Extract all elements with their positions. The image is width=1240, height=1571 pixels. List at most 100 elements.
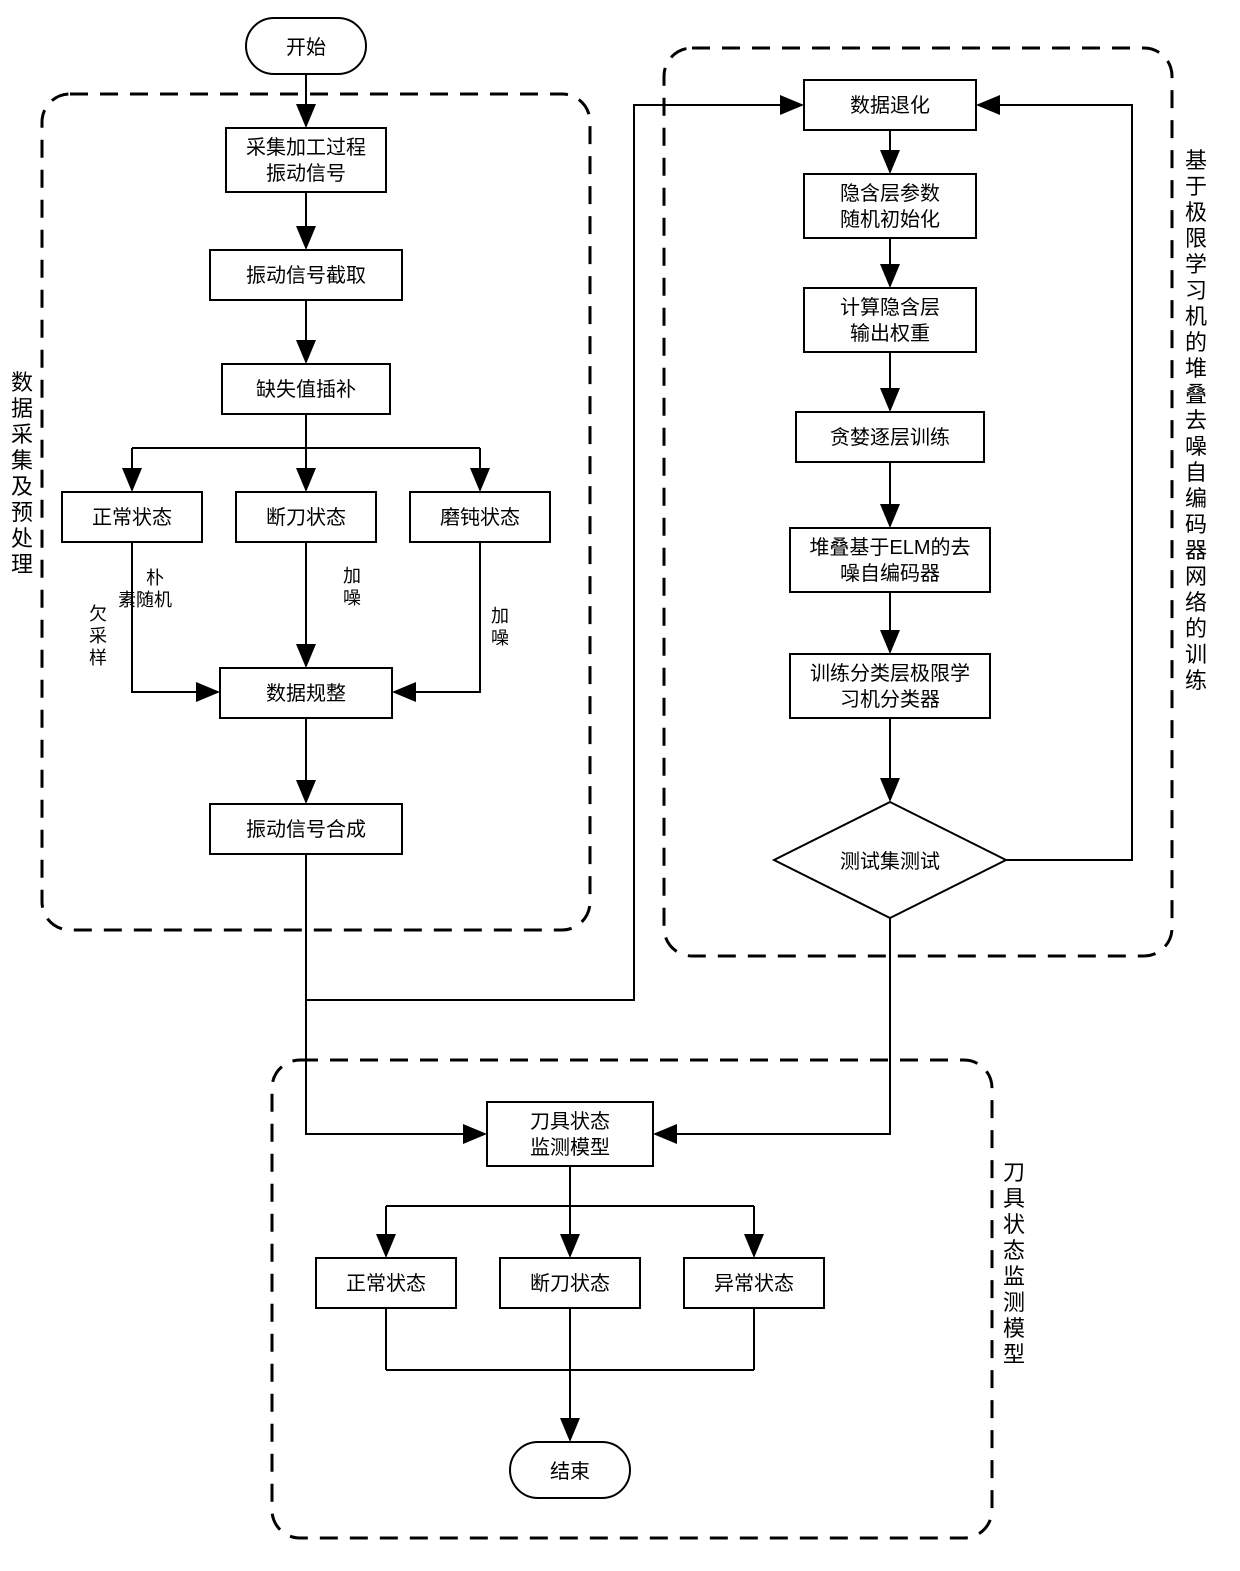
svg-text:基: 基 [1185, 148, 1207, 173]
svg-text:数: 数 [11, 370, 33, 395]
node-test: 测试集测试 [774, 802, 1006, 918]
node-hidden-init: 隐含层参数 随机初始化 [804, 174, 976, 238]
svg-text:监: 监 [1003, 1264, 1025, 1289]
node-clip: 振动信号截取 [210, 250, 402, 300]
synth-label: 振动信号合成 [246, 818, 366, 841]
test-label: 测试集测试 [840, 850, 940, 873]
svg-text:噪: 噪 [491, 628, 509, 648]
svg-text:加: 加 [343, 566, 361, 586]
svg-text:集: 集 [11, 448, 33, 473]
out-normal-label: 正常状态 [346, 1272, 426, 1295]
svg-text:自: 自 [1185, 460, 1207, 485]
svg-text:编: 编 [1185, 486, 1207, 511]
edge-wear-reg [394, 542, 480, 692]
svg-text:刀: 刀 [1003, 1160, 1025, 1185]
regularize-label: 数据规整 [266, 682, 346, 705]
collect-l2: 振动信号 [266, 162, 346, 185]
node-collect: 采集加工过程 振动信号 [226, 128, 386, 192]
svg-text:预: 预 [11, 500, 33, 525]
degrade-label: 数据退化 [850, 94, 930, 117]
svg-text:机: 机 [1185, 304, 1207, 329]
svg-text:叠: 叠 [1185, 382, 1207, 407]
svg-text:练: 练 [1185, 668, 1207, 693]
impute-label: 缺失值插补 [256, 378, 356, 401]
state-break-label: 断刀状态 [266, 506, 346, 529]
state-wear-label: 磨钝状态 [440, 506, 520, 529]
group-right-label: 基 于 极 限 学 习 机 的 堆 叠 去 噪 自 编 码 器 网 络 的 训 … [1185, 148, 1207, 693]
group-left-label: 数 据 采 集 及 预 处 理 [11, 370, 33, 577]
state-normal-label: 正常状态 [92, 506, 172, 529]
svg-text:器: 器 [1185, 538, 1207, 563]
svg-text:及: 及 [11, 474, 33, 499]
svg-text:堆: 堆 [1185, 356, 1207, 381]
start-terminal: 开始 [246, 18, 366, 74]
svg-text:络: 络 [1185, 590, 1207, 615]
train-l1: 训练分类层极限学 [810, 662, 970, 685]
svg-text:噪: 噪 [343, 588, 361, 608]
calc-l2: 输出权重 [850, 322, 930, 345]
svg-text:加: 加 [491, 606, 509, 626]
node-out-normal: 正常状态 [316, 1258, 456, 1308]
svg-text:学: 学 [1185, 252, 1207, 277]
node-greedy: 贪婪逐层训练 [796, 412, 984, 462]
node-out-break: 断刀状态 [500, 1258, 640, 1308]
end-terminal: 结束 [510, 1442, 630, 1498]
edge-synth-to-model [306, 1000, 485, 1134]
greedy-label: 贪婪逐层训练 [830, 426, 950, 449]
svg-text:码: 码 [1185, 512, 1207, 537]
svg-text:具: 具 [1003, 1186, 1025, 1211]
end-label: 结束 [550, 1460, 590, 1483]
node-degrade: 数据退化 [804, 80, 976, 130]
svg-text:于: 于 [1185, 174, 1207, 199]
node-state-normal: 正常状态 [62, 492, 202, 542]
node-out-abnormal: 异常状态 [684, 1258, 824, 1308]
svg-text:采: 采 [89, 626, 107, 646]
edge-normal-reg [132, 542, 218, 692]
svg-text:处: 处 [11, 526, 33, 551]
svg-text:型: 型 [1003, 1342, 1025, 1367]
node-stack: 堆叠基于ELM的去 噪自编码器 [790, 528, 990, 592]
train-l2: 习机分类器 [840, 688, 940, 711]
stack-l2: 噪自编码器 [840, 562, 940, 585]
node-state-break: 断刀状态 [236, 492, 376, 542]
svg-text:的: 的 [1185, 616, 1207, 641]
svg-text:采: 采 [11, 422, 33, 447]
out-abnormal-label: 异常状态 [714, 1272, 794, 1295]
edge-test-feedback [978, 105, 1132, 860]
label-noise-a: 加 噪 [343, 566, 361, 608]
svg-text:状: 状 [1003, 1212, 1025, 1237]
svg-text:极: 极 [1185, 200, 1207, 225]
model-l2: 监测模型 [530, 1136, 610, 1159]
node-train-cls: 训练分类层极限学 习机分类器 [790, 654, 990, 718]
svg-text:欠: 欠 [89, 604, 107, 624]
label-undersample: 朴 素随机 欠 采 样 [89, 568, 172, 668]
node-calc-weights: 计算隐含层 输出权重 [804, 288, 976, 352]
start-label: 开始 [286, 36, 326, 59]
node-state-wear: 磨钝状态 [410, 492, 550, 542]
svg-text:据: 据 [11, 396, 33, 421]
stack-l1: 堆叠基于ELM的去 [809, 536, 970, 559]
edge-synth-to-degrade [306, 105, 802, 1000]
svg-text:去: 去 [1185, 408, 1207, 433]
calc-l1: 计算隐含层 [840, 296, 940, 319]
svg-text:限: 限 [1185, 226, 1207, 251]
hidden-l1: 隐含层参数 [840, 182, 940, 205]
flowchart-svg: 开始 数 据 采 集 及 预 处 理 采集加工过程 振动信号 振动信号截取 缺失… [0, 0, 1240, 1571]
edge-test-to-model [655, 956, 890, 1134]
hidden-l2: 随机初始化 [840, 208, 940, 231]
clip-label: 振动信号截取 [246, 264, 366, 287]
svg-text:习: 习 [1185, 278, 1207, 303]
collect-l1: 采集加工过程 [246, 136, 366, 159]
svg-text:网: 网 [1185, 564, 1207, 589]
node-regularize: 数据规整 [220, 668, 392, 718]
model-l1: 刀具状态 [530, 1110, 610, 1133]
svg-text:的: 的 [1185, 330, 1207, 355]
svg-text:素随机: 素随机 [118, 590, 172, 610]
node-synth: 振动信号合成 [210, 804, 402, 854]
out-break-label: 断刀状态 [530, 1272, 610, 1295]
node-model: 刀具状态 监测模型 [487, 1102, 653, 1166]
svg-text:理: 理 [11, 552, 33, 577]
svg-text:测: 测 [1003, 1290, 1025, 1315]
svg-text:训: 训 [1185, 642, 1207, 667]
label-noise-b: 加 噪 [491, 606, 509, 648]
